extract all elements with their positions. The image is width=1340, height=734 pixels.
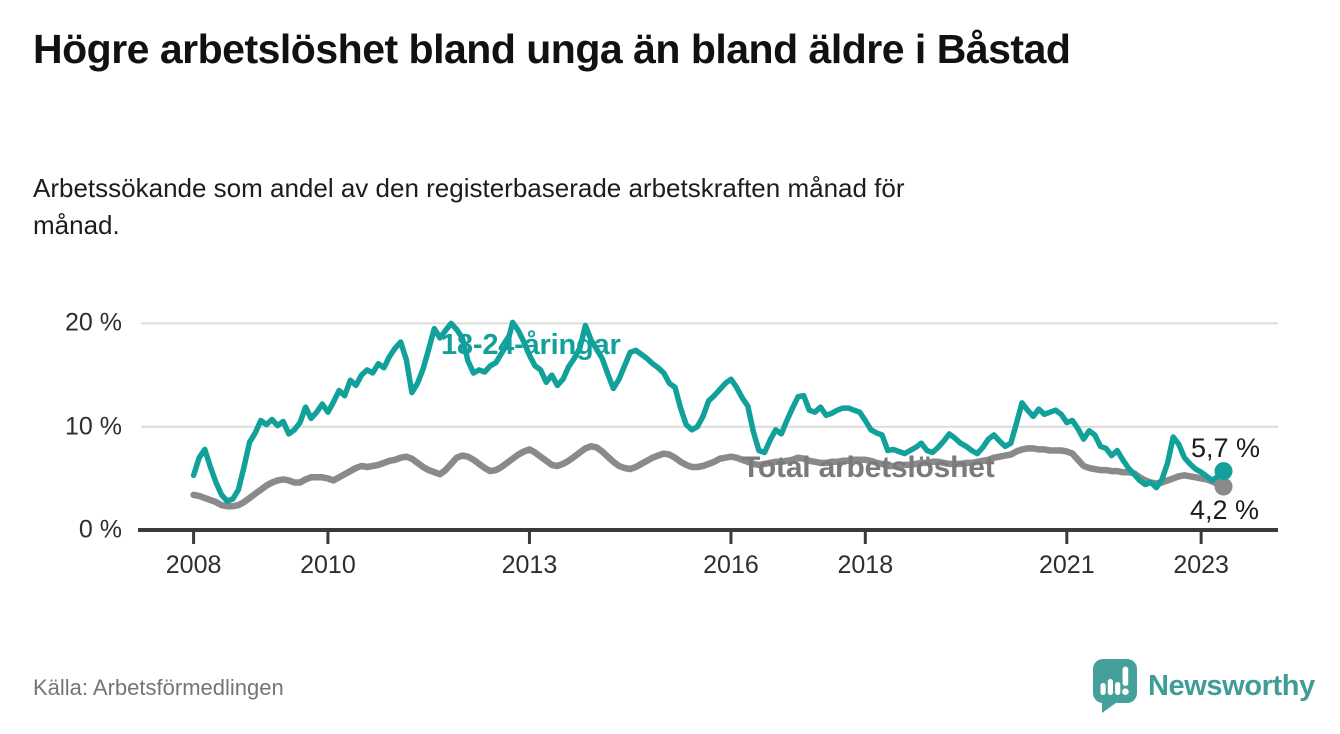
y-tick-label: 0 % xyxy=(78,515,122,544)
series-line-total xyxy=(190,443,1227,510)
x-tick-label: 2016 xyxy=(703,551,759,579)
end-value-label-total: 4,2 % xyxy=(1190,495,1260,525)
y-tick-label: 10 % xyxy=(65,412,122,441)
page-subtitle: Arbetssökande som andel av den registerb… xyxy=(33,173,905,240)
series-line-youth xyxy=(190,319,1227,504)
end-dot-youth xyxy=(1214,462,1233,481)
series-label-youth: 18-24-åringar xyxy=(441,329,621,361)
newsworthy-logo-icon xyxy=(1093,659,1137,713)
x-tick-label: 2010 xyxy=(300,551,356,579)
source-note: Källa: Arbetsförmedlingen xyxy=(33,675,284,700)
end-value-label-youth: 5,7 % xyxy=(1191,433,1261,463)
x-tick-label: 2008 xyxy=(165,551,222,579)
newsworthy-logo-text: Newsworthy xyxy=(1148,669,1315,702)
x-tick-label: 2021 xyxy=(1038,551,1095,579)
end-dot-total xyxy=(1214,477,1233,496)
series-label-total: Total arbetslöshet xyxy=(742,451,995,484)
x-tick-label: 2023 xyxy=(1173,551,1229,579)
newsworthy-logo: Newsworthy xyxy=(1092,658,1315,714)
x-tick-label: 2013 xyxy=(501,551,558,579)
x-tick-label: 2018 xyxy=(837,551,894,579)
page-title: Högre arbetslöshet bland unga än bland ä… xyxy=(33,26,1071,72)
y-tick-label: 20 % xyxy=(65,308,122,337)
